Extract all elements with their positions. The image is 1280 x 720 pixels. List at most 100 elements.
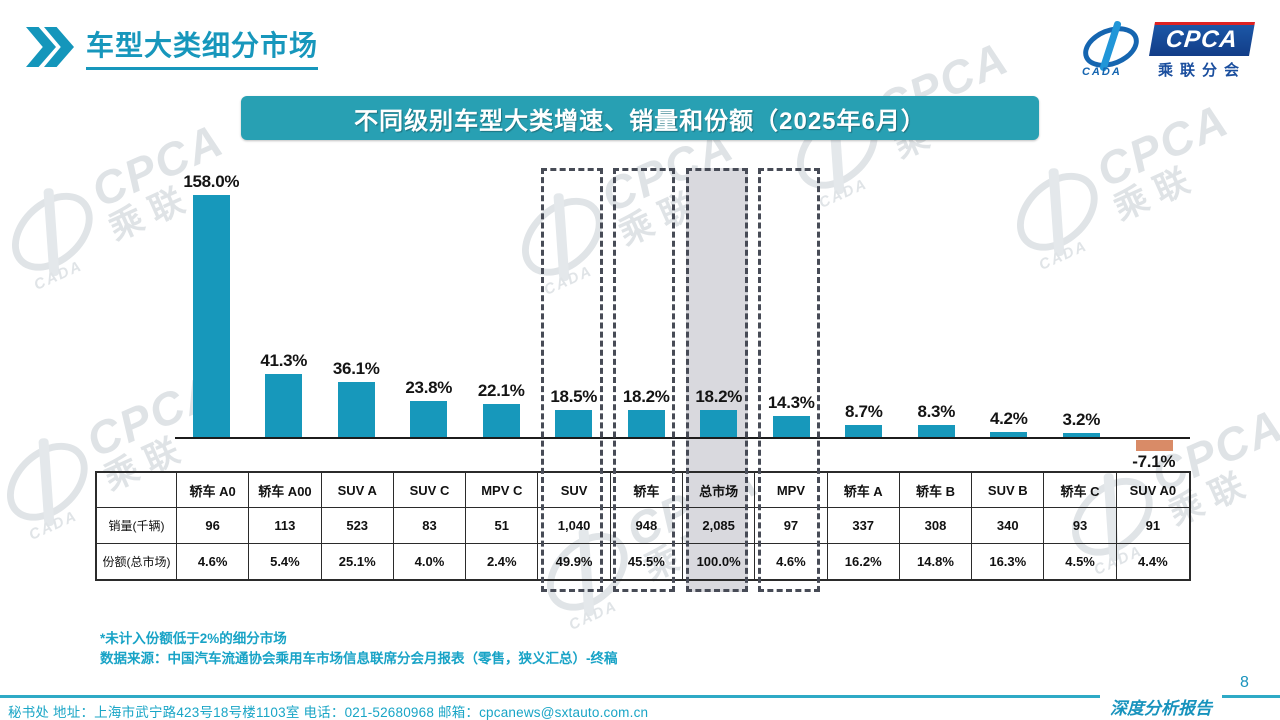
table-header-cell: SUV	[538, 473, 611, 508]
table-row-label: 份额(总市场)	[97, 544, 177, 579]
table-corner-cell	[97, 473, 177, 508]
bar-value-label: 18.5%	[550, 386, 598, 406]
table-value-cell: 91	[1116, 508, 1189, 544]
table-value-cell: 16.2%	[828, 544, 900, 579]
bar-value-label: 22.1%	[477, 381, 525, 400]
footer-divider	[0, 695, 1280, 698]
bar-value-label: 18.2%	[695, 387, 743, 406]
table-value-cell: 523	[321, 508, 394, 544]
bar-value-label: 41.3%	[260, 351, 308, 371]
bar	[265, 374, 303, 438]
bar	[555, 409, 593, 438]
bar-value-label: 4.2%	[989, 408, 1028, 428]
chart-column-11: 8.3%	[900, 170, 973, 438]
chart-column-13: 3.2%	[1045, 170, 1118, 438]
report-type-label: 深度分析报告	[1100, 694, 1222, 719]
table-value-cell: 1,040	[538, 508, 611, 544]
chart-column-14: -7.1%	[1118, 170, 1191, 471]
bar-value-label: 8.3%	[917, 402, 956, 422]
table-header-cell: MPV C	[466, 473, 539, 508]
table-value-cell: 340	[972, 508, 1045, 544]
bar-value-label: 23.8%	[405, 378, 453, 398]
table-header-cell: 轿车 A0	[177, 473, 250, 508]
bar	[482, 404, 520, 438]
x-axis-line	[175, 437, 1190, 439]
chart-column-5: 22.1%	[465, 170, 538, 438]
table-header-cell: SUV C	[393, 473, 467, 508]
table-value-cell: 308	[899, 508, 973, 544]
bar-value-label: 18.2%	[622, 387, 670, 406]
table-value-cell: 4.6%	[755, 544, 828, 579]
footnote-source: 数据来源：中国汽车流通协会乘用车市场信息联席分会月报表（零售，狭义汇总）-终稿	[100, 651, 618, 666]
table-value-cell: 25.1%	[322, 544, 394, 579]
logo-wordmark: CPCA	[1164, 26, 1240, 53]
chart-column-1: 158.0%	[175, 170, 248, 438]
table-value-cell: 100.0%	[683, 544, 756, 579]
bar	[1062, 433, 1100, 438]
bar-value-label: 36.1%	[332, 359, 380, 379]
bar	[990, 431, 1028, 438]
bar	[627, 410, 665, 438]
chart-title-banner: 不同级别车型大类增速、销量和份额（2025年6月）	[241, 96, 1039, 140]
bar	[337, 382, 375, 438]
double-chevron-icon	[26, 27, 74, 67]
table-value-cell: 96	[177, 508, 250, 544]
table-value-cell: 97	[755, 508, 828, 544]
page-header: 车型大类细分市场	[26, 24, 319, 70]
table-value-cell: 49.9%	[538, 544, 611, 579]
table-value-cell: 4.6%	[177, 544, 250, 579]
page-number: 8	[1240, 674, 1249, 691]
table-header-cell: 轿车	[610, 473, 683, 508]
table-header-cell: 轿车 B	[899, 473, 973, 508]
table-value-cell: 337	[827, 508, 900, 544]
table-value-cell: 4.4%	[1138, 554, 1168, 569]
bar	[700, 410, 738, 438]
table-value-cell: 51	[466, 508, 539, 544]
table-value-cell: 14.8%	[900, 544, 973, 579]
table-header-cell: SUV A0	[1116, 473, 1189, 508]
chart-column-10: 8.7%	[828, 170, 901, 438]
table-header-cell: 轿车 C	[1044, 473, 1117, 508]
chart-column-9: 14.3%	[755, 170, 828, 438]
footnotes: *未计入份额低于2%的细分市场 数据来源：中国汽车流通协会乘用车市场信息联席分会…	[100, 629, 618, 669]
table-value-cell: 16.3%	[972, 544, 1045, 579]
logo-mark-caption: CADA	[1081, 66, 1122, 78]
table-value-cell: 113	[249, 508, 322, 544]
table-header-cell: 轿车 A00	[249, 473, 322, 508]
bar	[845, 424, 883, 438]
bar-value-label: 14.3%	[767, 393, 815, 412]
bar	[410, 401, 448, 438]
chart-column-7: 18.2%	[610, 170, 683, 438]
bar	[1135, 440, 1173, 451]
page-title: 车型大类细分市场	[86, 24, 319, 70]
bar-value-label: 158.0%	[183, 171, 240, 191]
table-header-cell: SUV B	[972, 473, 1045, 508]
table-header-cell: 轿车 A	[827, 473, 900, 508]
bar-value-label: 3.2%	[1062, 410, 1101, 430]
chart-column-12: 4.2%	[973, 170, 1046, 438]
chart-column-3: 36.1%	[320, 170, 393, 438]
chart-column-8: 18.2%	[683, 170, 756, 438]
table-value-cell: 45.5%	[611, 544, 683, 579]
table-row-label: 销量(千辆)	[97, 508, 177, 544]
table-value-cell: 4.5%	[1044, 544, 1117, 579]
table-value-cell: 2,085	[682, 508, 756, 544]
table-value-cell: 4.0%	[394, 544, 467, 579]
table-value-cell: 93	[1044, 508, 1117, 544]
chart-title: 不同级别车型大类增速、销量和份额（2025年6月）	[354, 107, 926, 135]
table-value-cell: 5.4%	[249, 544, 322, 579]
table-value-cell: 948	[610, 508, 683, 544]
bar-value-label: 8.7%	[844, 401, 883, 421]
table-header-cell: MPV	[755, 473, 828, 508]
chart-column-2: 41.3%	[248, 170, 321, 438]
footnote-line: *未计入份额低于2%的细分市场	[100, 631, 287, 646]
bar-chart: 158.0% 41.3% 36.1% 23.8% 22.1% 18.5% 18.2% 18.2…	[175, 170, 1191, 471]
cpca-logo-mark-icon: CADA	[1076, 18, 1145, 78]
chart-column-4: 23.8%	[393, 170, 466, 438]
highlight-shade-总市场	[685, 168, 748, 592]
chart-column-6: 18.5%	[538, 170, 611, 438]
cpca-logo: CADA CPCA 乘联分会	[1076, 18, 1255, 80]
table-value-cell: 83	[393, 508, 467, 544]
bar	[192, 194, 230, 438]
